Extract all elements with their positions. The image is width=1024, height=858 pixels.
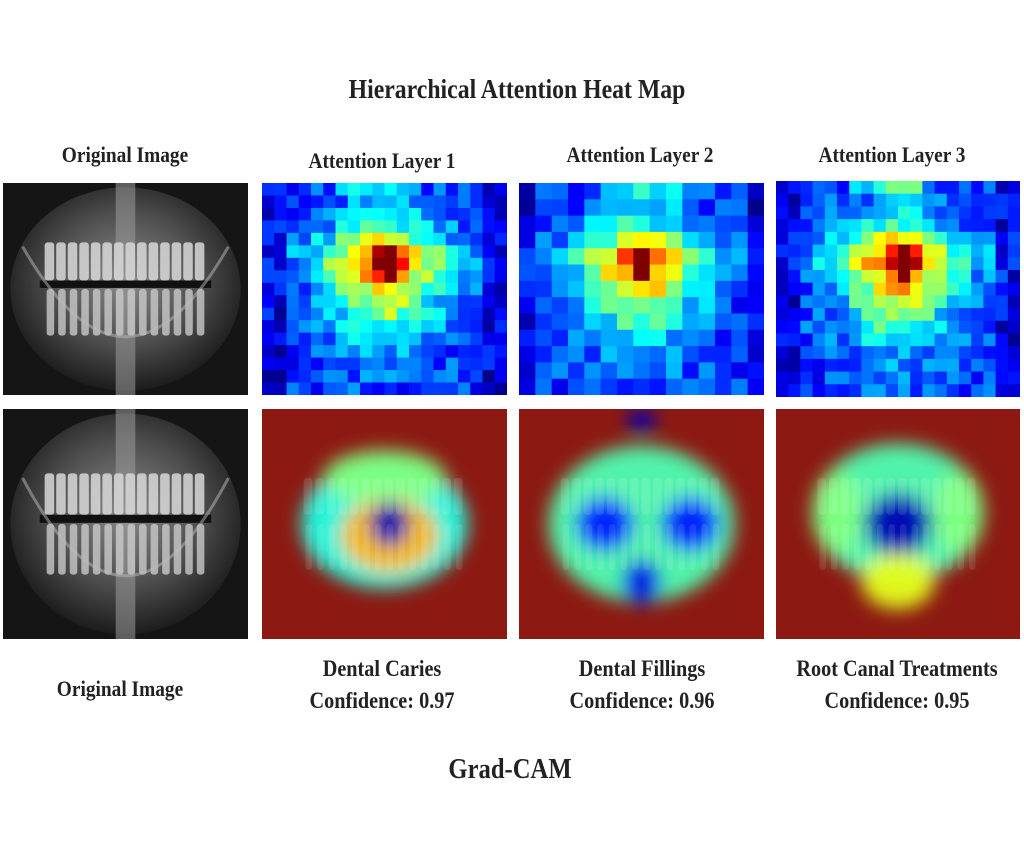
gradcam-dental-caries [262,409,507,639]
attention-layer-1-label: Attention Layer 1 [308,148,456,173]
attention-layer-2-heatmap [519,183,764,395]
prediction-class-caries: Dental Caries [322,656,442,681]
original-image-label-top: Original Image [61,142,189,167]
prediction-confidence-root-canal: Confidence: 0.95 [824,688,970,713]
prediction-confidence-fillings: Confidence: 0.96 [569,688,715,713]
gradcam-dental-fillings [519,409,764,639]
attention-layer-3-heatmap [776,181,1020,397]
attention-layer-1-heatmap [262,183,507,395]
prediction-confidence-caries: Confidence: 0.97 [309,688,455,713]
attention-layer-2-label: Attention Layer 2 [566,142,714,167]
attention-layer-3-label: Attention Layer 3 [818,142,966,167]
original-image-label-bottom: Original Image [56,676,184,701]
original-xray-bottom [3,409,248,639]
original-xray-top [3,183,248,395]
gradcam-root-canal-treatments [776,409,1020,639]
prediction-class-root-canal: Root Canal Treatments [796,656,998,681]
gradcam-section-label: Grad-CAM [448,754,572,785]
prediction-class-fillings: Dental Fillings [578,656,706,681]
figure-title: Hierarchical Attention Heat Map [348,74,686,104]
